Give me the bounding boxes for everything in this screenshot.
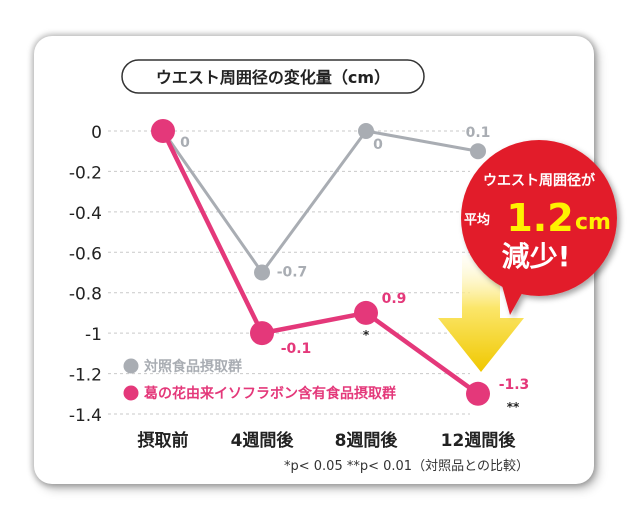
legend-label: 葛の花由来イソフラボン含有食品摂取群 — [143, 385, 396, 402]
callout-prefix: 平均 — [464, 212, 490, 228]
y-axis-ticks: 0 -0.2 -0.4 -0.6 -0.8 -1 -1.2 -1.4 — [69, 123, 102, 426]
series-point-1 — [354, 300, 378, 325]
series-points — [151, 119, 490, 406]
y-tick-label: -0.2 — [69, 163, 102, 183]
series-point-0 — [358, 123, 374, 139]
callout-unit: cm — [575, 210, 611, 235]
x-axis-ticks: 摂取前 4週間後 8週間後 12週間後 — [138, 430, 517, 451]
series-line-1 — [160, 130, 480, 396]
legend-swatch — [123, 358, 139, 374]
y-tick-label: -0.8 — [69, 285, 102, 305]
significance-marker: * — [363, 328, 370, 342]
series-point-1 — [466, 381, 490, 406]
chart-title-frame — [121, 59, 425, 94]
x-tick-label: 4週間後 — [231, 430, 295, 451]
down-arrow-icon — [438, 255, 524, 372]
series-point-1 — [250, 321, 274, 346]
callout-line3: 減少! — [502, 240, 571, 273]
x-tick-label: 8週間後 — [335, 430, 399, 451]
footnote: *p< 0.05 **p< 0.01（対照品との比較） — [284, 459, 529, 474]
data-label: 0.9 — [382, 291, 407, 307]
x-tick-label: 12週間後 — [441, 430, 517, 451]
chart-title: ウエスト周囲径の変化量（cm） — [156, 68, 390, 87]
series-line-0 — [161, 129, 479, 274]
data-label: -1.3 — [499, 377, 530, 393]
data-label: -0.1 — [281, 341, 312, 357]
series-point-0 — [254, 264, 270, 281]
data-label: 0.1 — [466, 125, 491, 141]
y-tick-label: -0.6 — [69, 244, 102, 264]
callout-circle — [461, 140, 617, 296]
series-labels: 0-0.700.1-0.10.9-1.3*** — [180, 125, 529, 414]
data-label: 0 — [180, 135, 190, 151]
y-tick-label: -0.4 — [69, 204, 102, 224]
series-point-0 — [470, 143, 486, 160]
data-label: -0.7 — [277, 265, 308, 281]
x-tick-label: 摂取前 — [138, 430, 189, 451]
series-point-1 — [151, 119, 175, 143]
y-tick-label: -1.4 — [69, 406, 102, 426]
y-tick-label: -1 — [85, 325, 102, 345]
legend-swatch — [123, 385, 139, 401]
callout-value: 1.2 — [506, 196, 573, 240]
gridlines — [108, 130, 470, 415]
callout-badge — [461, 140, 617, 315]
significance-marker: ** — [507, 400, 520, 414]
y-tick-label: 0 — [91, 123, 102, 143]
series-lines — [160, 129, 480, 396]
callout-line1: ウエスト周囲径が — [483, 172, 596, 189]
y-tick-label: -1.2 — [69, 366, 102, 386]
data-label: 0 — [373, 137, 383, 153]
legend-label: 対照食品摂取群 — [143, 358, 242, 375]
